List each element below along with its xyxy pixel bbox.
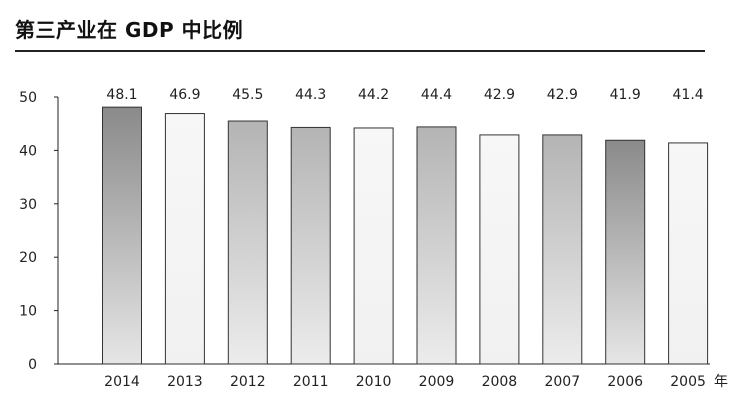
- data-label-2005: 41.4: [673, 87, 704, 103]
- y-tick-label: 30: [19, 197, 37, 213]
- x-axis-label: 年: [714, 374, 728, 390]
- data-label-2009: 44.4: [421, 87, 452, 103]
- bar-2014: [102, 106, 142, 365]
- x-tick-label-2011: 2011: [293, 374, 329, 390]
- bar-2006: [605, 139, 646, 365]
- x-tick-label-2012: 2012: [230, 374, 266, 390]
- data-label-2006: 41.9: [610, 87, 641, 103]
- bar-2008: [479, 134, 520, 365]
- data-label-2011: 44.3: [295, 87, 326, 103]
- bar-2007: [542, 134, 583, 365]
- x-tick-label-2006: 2006: [607, 374, 643, 390]
- bar-2011: [290, 126, 331, 365]
- x-tick-label-2008: 2008: [482, 374, 518, 390]
- x-tick-label-2007: 2007: [544, 374, 580, 390]
- title-rule: [15, 50, 705, 52]
- data-label-2014: 48.1: [106, 87, 137, 103]
- x-tick-label-2010: 2010: [356, 374, 392, 390]
- bar-2010: [353, 127, 394, 365]
- data-label-2008: 42.9: [484, 87, 515, 103]
- y-tick-label: 20: [19, 250, 37, 266]
- bar-2012: [227, 120, 268, 365]
- bar-2013: [164, 113, 205, 365]
- bar-2005: [668, 142, 709, 365]
- x-tick-label-2005: 2005: [670, 374, 706, 390]
- x-tick-label-2009: 2009: [419, 374, 455, 390]
- chart-title: 第三产业在 GDP 中比例: [15, 18, 244, 42]
- x-tick-label-2013: 2013: [167, 374, 203, 390]
- y-tick-label: 10: [19, 304, 37, 320]
- data-label-2012: 45.5: [232, 87, 263, 103]
- y-tick-label: 50: [19, 90, 37, 106]
- y-tick-label: 40: [19, 143, 37, 159]
- data-label-2013: 46.9: [169, 87, 200, 103]
- data-label-2010: 44.2: [358, 87, 389, 103]
- x-tick-label-2014: 2014: [104, 374, 140, 390]
- y-tick-label: 0: [28, 357, 37, 373]
- bar-2009: [416, 126, 457, 365]
- data-label-2007: 42.9: [547, 87, 578, 103]
